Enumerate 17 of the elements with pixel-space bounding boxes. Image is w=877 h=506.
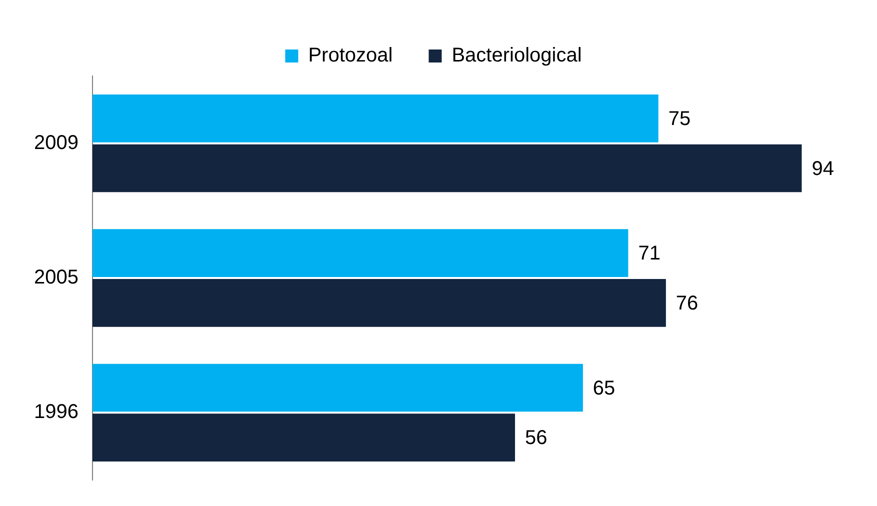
data-label: 65 — [592, 377, 616, 400]
legend-label: Bacteriological — [452, 44, 582, 67]
bar — [92, 229, 628, 278]
bar — [92, 144, 802, 192]
y-tick-label: 2009 — [34, 132, 78, 154]
y-tick-label: 1996 — [34, 401, 78, 424]
data-label: 76 — [676, 292, 698, 314]
data-label: 71 — [638, 242, 660, 265]
legend-label: Protozoal — [308, 44, 393, 67]
bar — [92, 364, 583, 412]
bar — [92, 414, 516, 462]
y-tick-label: 2005 — [34, 266, 78, 289]
bar — [92, 94, 658, 142]
data-label: 94 — [812, 158, 834, 180]
bar — [92, 278, 666, 327]
data-label: 75 — [668, 108, 691, 130]
data-label: 56 — [525, 427, 548, 450]
